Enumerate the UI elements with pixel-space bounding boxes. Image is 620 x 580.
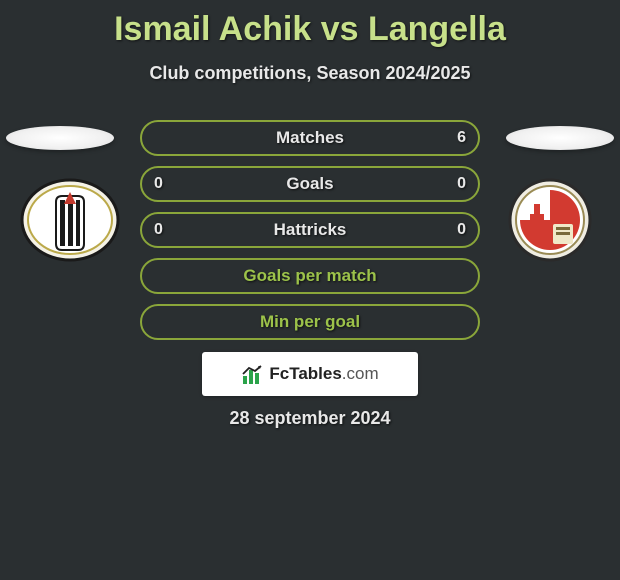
stat-label: Matches: [276, 128, 344, 148]
stat-label: Goals per match: [243, 266, 376, 286]
comparison-card: Ismail Achik vs Langella Club competitio…: [0, 0, 620, 580]
stat-value-left: 0: [154, 175, 163, 193]
ascoli-picchio-crest: [20, 178, 120, 262]
date-text: 28 september 2024: [0, 408, 620, 429]
stat-row: Goals 0 0: [140, 166, 480, 202]
stat-row: Hattricks 0 0: [140, 212, 480, 248]
bar-chart-icon: [241, 364, 265, 384]
fctables-logo: FcTables.com: [202, 352, 418, 396]
fctables-logo-text: FcTables.com: [269, 364, 378, 384]
page-subtitle: Club competitions, Season 2024/2025: [0, 63, 620, 84]
stat-value-right: 0: [457, 221, 466, 239]
rimini-crest: [500, 178, 600, 262]
stat-value-right: 6: [457, 129, 466, 147]
page-title: Ismail Achik vs Langella: [0, 0, 620, 49]
stat-value-left: 0: [154, 221, 163, 239]
logo-suffix: .com: [342, 364, 379, 383]
stat-row: Matches 6: [140, 120, 480, 156]
stat-label: Goals: [286, 174, 333, 194]
stat-row: Min per goal: [140, 304, 480, 340]
player-avatar-left: [6, 126, 114, 150]
stat-label: Min per goal: [260, 312, 360, 332]
player-avatar-right: [506, 126, 614, 150]
stat-value-right: 0: [457, 175, 466, 193]
stat-row: Goals per match: [140, 258, 480, 294]
stats-table: Matches 6 Goals 0 0 Hattricks 0 0 Goals per matc…: [140, 120, 480, 350]
stat-label: Hattricks: [274, 220, 347, 240]
logo-name: FcTables: [269, 364, 341, 383]
